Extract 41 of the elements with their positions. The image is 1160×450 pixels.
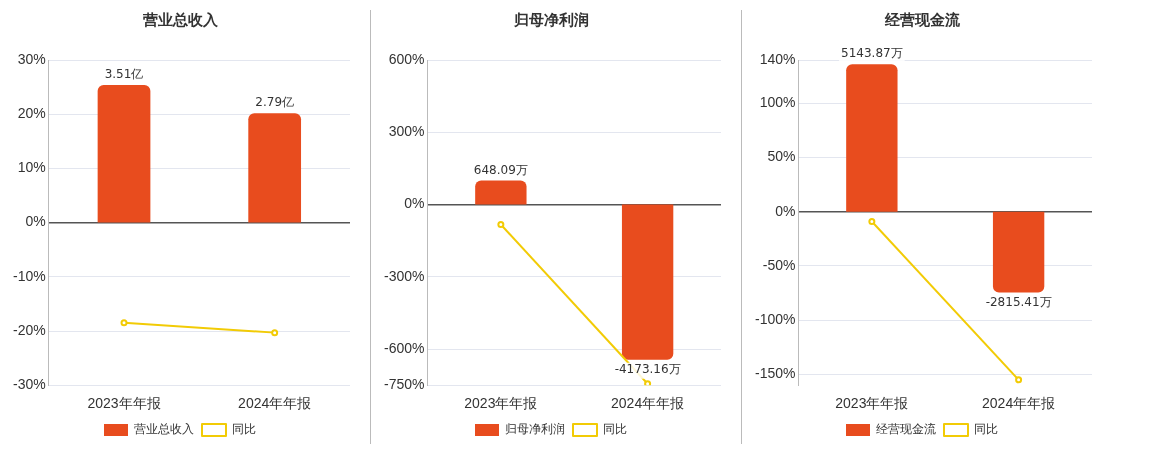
- y-tick-label: -150%: [755, 365, 796, 382]
- y-tick-label: 300%: [388, 123, 425, 140]
- x-tick-label: 2024年年报: [611, 395, 685, 412]
- chart-title: 营业总收入: [141, 10, 219, 29]
- y-tick-label: 10%: [17, 159, 46, 176]
- chart-title: 经营现金流: [883, 10, 961, 29]
- x-tick-label: 2024年年报: [982, 395, 1056, 412]
- y-tick-label: -10%: [13, 267, 46, 284]
- legend-label: 经营现金流: [876, 422, 936, 437]
- y-tick-label: 600%: [388, 50, 425, 67]
- data-label: 3.51亿: [104, 67, 144, 82]
- y-tick-label: 0%: [775, 202, 796, 219]
- legend-label: 同比: [974, 422, 998, 437]
- y-tick-label: -100%: [755, 311, 796, 328]
- y-tick-label: -600%: [384, 339, 425, 356]
- y-tick-label: 0%: [404, 195, 425, 212]
- y-tick-label: 30%: [17, 50, 46, 67]
- x-tick-label: 2023年年报: [464, 395, 538, 412]
- legend-label: 同比: [232, 422, 256, 437]
- data-label: 2.79亿: [255, 95, 295, 110]
- legend-label: 归母净利润: [505, 422, 565, 437]
- y-tick-label: -750%: [384, 376, 425, 393]
- chart-title: 归母净利润: [512, 10, 589, 29]
- x-tick-label: 2023年年报: [835, 395, 909, 412]
- y-tick-label: -20%: [13, 321, 46, 338]
- x-tick-label: 2023年年报: [87, 395, 161, 412]
- data-label: 5143.87万: [841, 46, 903, 61]
- data-label: -2815.41万: [985, 294, 1052, 309]
- y-tick-label: 20%: [17, 105, 46, 122]
- y-tick-label: -30%: [13, 376, 46, 393]
- data-label: -4173.16万: [614, 361, 681, 376]
- legend-label: 营业总收入: [134, 422, 194, 437]
- y-tick-label: 140%: [759, 50, 796, 67]
- x-tick-label: 2024年年报: [238, 395, 312, 412]
- y-tick-label: 0%: [25, 213, 46, 230]
- y-tick-label: 50%: [767, 148, 796, 165]
- y-tick-label: -50%: [762, 256, 796, 273]
- y-tick-label: 100%: [759, 94, 796, 111]
- legend-label: 同比: [603, 422, 627, 437]
- data-label: 648.09万: [473, 162, 528, 177]
- y-tick-label: -300%: [384, 267, 425, 284]
